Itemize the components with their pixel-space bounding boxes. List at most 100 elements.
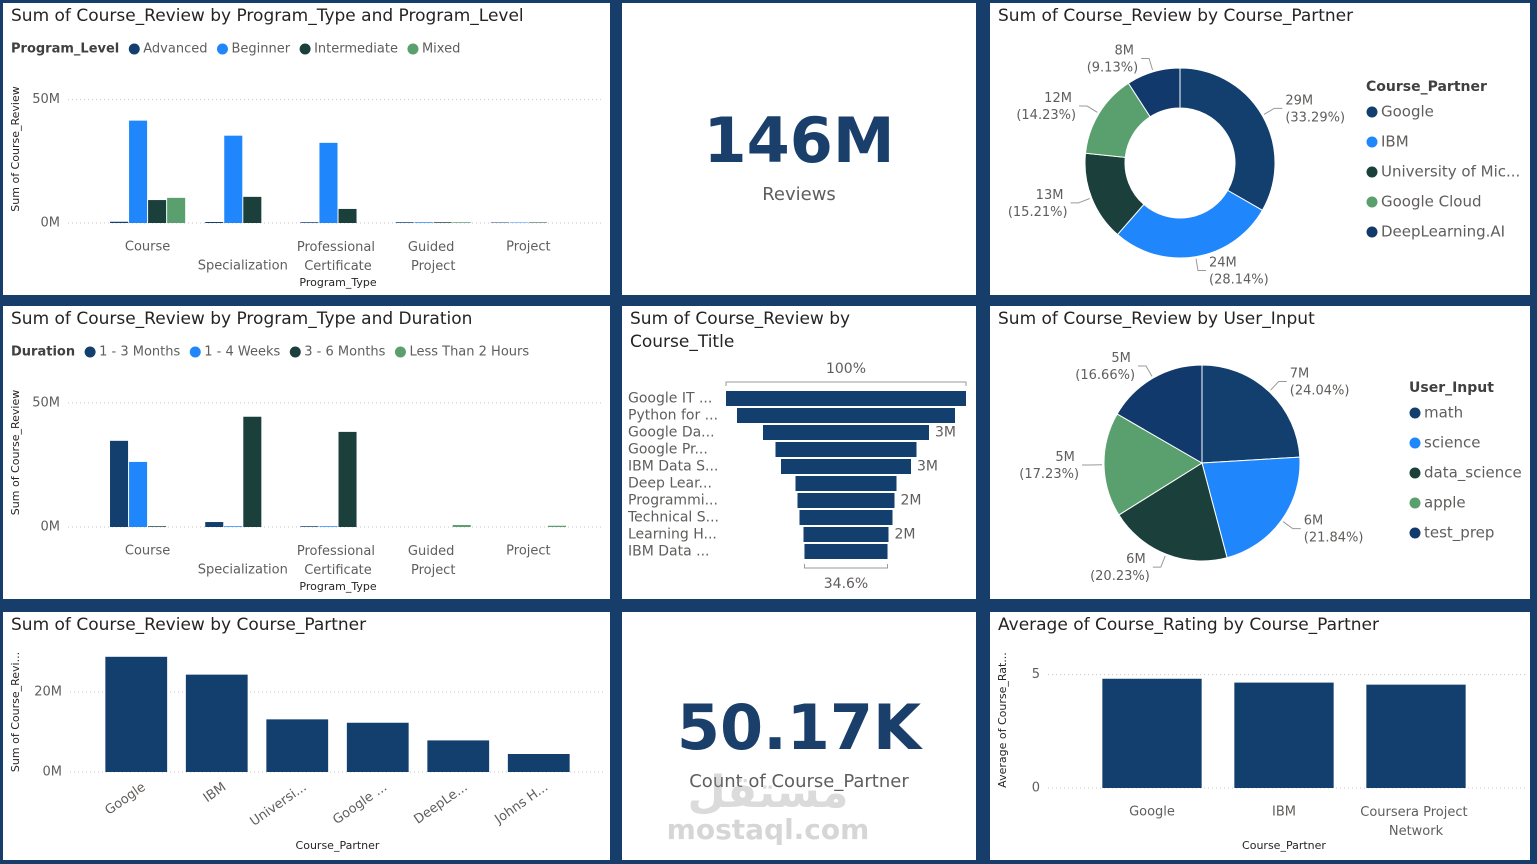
legend-marker [1409,497,1421,509]
legend-label: University of Mic... [1381,163,1520,181]
bar [1234,682,1334,788]
slice-label: 7M (24.04%) [1290,366,1350,398]
slice [1118,462,1228,562]
bar [266,719,329,772]
bar [167,197,186,223]
chart-title: Sum of Course_Review by User_Input [998,309,1315,329]
y-tick-label: 20M [34,685,62,700]
bar [110,221,129,223]
legend-label: Intermediate [314,42,398,57]
data-label: 3M [917,459,938,475]
bar [185,674,248,772]
data-label: 2M [895,527,916,543]
legend-marker [1409,437,1421,449]
slice [1179,67,1276,211]
x-tick-label: Coursera Project Network [1360,805,1471,839]
card-value: 146M [703,104,894,177]
leader-line [1079,105,1098,113]
slice-label: 12M (14.23%) [1016,91,1076,123]
panel: Average of Course_Rating by Course_Partn… [990,612,1530,860]
y-tick-label: 50M [32,92,60,107]
bar [224,135,243,223]
funnel-bar [775,442,917,457]
funnel-bar [737,408,955,423]
category-label: Google IT ... [628,391,712,407]
category-label: Google Pr... [628,442,708,458]
slice [1116,364,1203,464]
bar [338,431,357,527]
bar [346,722,409,772]
bar [1366,684,1466,788]
legend-label: 1 - 3 Months [99,345,180,360]
x-tick-label: Course [125,240,170,255]
x-tick-label: Professional Certificate [297,544,379,578]
bar [148,200,167,223]
panel-background [3,306,610,599]
legend-marker [1409,467,1421,479]
legend-marker [407,43,419,55]
legend-title: Course_Partner [1366,79,1487,95]
x-tick-label: Professional Certificate [297,240,379,274]
funnel-bar [797,493,895,508]
panel: Sum of Course_Review by Course_Title Goog… [622,306,976,599]
funnel-bar [781,459,911,474]
card-value: 50.17K [677,691,923,764]
slice [1116,189,1264,259]
legend-marker [189,346,201,358]
legend-label: Less Than 2 Hours [409,345,529,360]
bar [110,440,129,527]
top-percent: 100% [826,361,866,377]
bar [507,754,570,772]
bar [243,416,262,527]
bar [224,526,243,527]
x-tick-label: Google [1129,805,1175,820]
bottom-bracket [803,564,889,569]
bar [319,142,338,223]
leader-line [1141,57,1154,71]
y-axis-title: Sum of Course_Review [9,390,22,515]
legend-label: apple [1424,494,1466,512]
chart-title: Sum of Course_Review by Course_Title [630,309,855,352]
chart-title: Sum of Course_Review by Program_Type and… [11,6,524,26]
slice-label: 5M (17.23%) [1019,449,1079,481]
panel: Sum of Course_Review by Course_Partner 29… [990,3,1530,295]
legend-marker [1366,136,1378,148]
legend-marker [216,43,228,55]
slice-label: 6M (20.23%) [1090,552,1150,584]
x-tick-label: Guided Project [408,240,459,274]
bottom-percent: 34.6% [824,576,868,592]
bar [129,120,148,223]
y-axis-title: Sum of Course_Revi... [9,652,22,772]
funnel-bar [763,425,929,440]
x-axis-title: Program_Type [299,276,376,289]
panel-background [622,612,976,860]
category-label: Python for ... [628,408,718,424]
y-tick-label: 0 [1032,781,1040,796]
panel: Sum of Course_Review by User_Input 7M (24… [990,306,1530,599]
category-label: Deep Lear... [628,476,712,492]
legend-label: Google [1381,103,1434,121]
chart-title: Sum of Course_Review by Course_Partner [11,615,366,635]
legend-marker [289,346,301,358]
category-label: Learning H... [628,527,717,543]
slice [1127,67,1181,118]
bar [427,740,490,772]
bar [148,526,167,527]
panel: Sum of Course_Review by Program_Type and… [3,3,610,295]
legend-title: User_Input [1409,380,1494,396]
chart-title: Sum of Course_Review by Program_Type and… [11,309,472,329]
y-axis-title: Sum of Course_Review [9,86,22,211]
bar [338,208,357,223]
x-tick-label: Guided Project [408,544,459,578]
legend-marker [394,346,406,358]
y-tick-label: 0M [43,765,63,780]
legend-label: Beginner [231,42,290,57]
x-axis-title: Course_Partner [1242,839,1326,852]
card-label: Count of Course_Partner [689,771,909,792]
legend-marker [128,43,140,55]
chart-title: Average of Course_Rating by Course_Partn… [998,615,1379,635]
legend-label: math [1424,404,1463,422]
slice-label: 24M (28.14%) [1209,255,1269,287]
leader-line [1195,258,1207,272]
